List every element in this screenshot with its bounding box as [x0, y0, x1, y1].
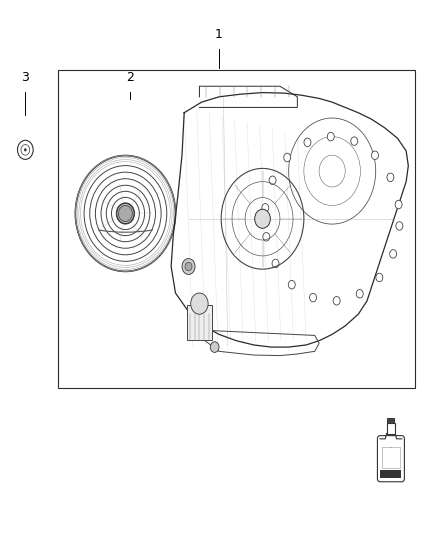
Circle shape [395, 200, 402, 209]
Circle shape [376, 273, 383, 282]
Circle shape [371, 151, 378, 159]
Circle shape [269, 176, 276, 184]
Bar [381, 470, 401, 478]
Bar [187, 305, 212, 340]
Circle shape [263, 232, 270, 241]
Bar [387, 423, 395, 433]
Bar [388, 418, 394, 423]
Circle shape [396, 222, 403, 230]
Circle shape [191, 293, 208, 314]
Text: 2: 2 [126, 70, 134, 84]
Circle shape [24, 148, 27, 151]
Circle shape [304, 138, 311, 147]
Circle shape [254, 209, 270, 228]
Text: 3: 3 [21, 70, 29, 84]
Circle shape [387, 173, 394, 182]
Circle shape [272, 259, 279, 268]
Circle shape [351, 137, 358, 146]
Ellipse shape [117, 204, 134, 223]
Bar [382, 447, 399, 468]
Circle shape [185, 262, 192, 271]
Circle shape [390, 249, 397, 258]
Text: 1: 1 [215, 28, 223, 41]
Circle shape [262, 204, 269, 212]
FancyBboxPatch shape [378, 435, 404, 482]
Circle shape [333, 296, 340, 305]
Circle shape [182, 259, 195, 274]
Ellipse shape [118, 205, 132, 222]
Circle shape [210, 342, 219, 352]
Text: 4: 4 [387, 426, 395, 439]
Circle shape [284, 154, 291, 161]
Circle shape [288, 280, 295, 289]
Bar [58, 70, 415, 389]
Circle shape [310, 293, 317, 302]
Circle shape [356, 289, 363, 298]
Circle shape [327, 132, 334, 141]
